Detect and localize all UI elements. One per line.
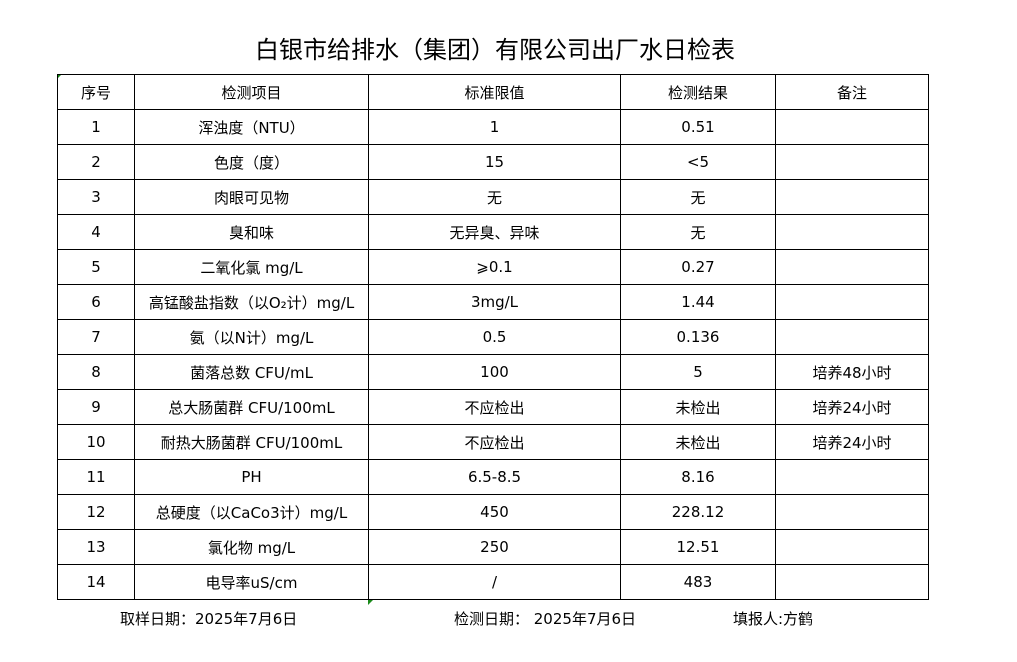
table-row: 9 总大肠菌群 CFU/100mL 不应检出 未检出 培养24小时 <box>57 389 929 425</box>
cell-note: 培养48小时 <box>775 354 929 390</box>
table-row: 3 肉眼可见物无无 <box>57 179 929 215</box>
reporter: 填报人:方鹤 <box>733 610 814 628</box>
cell-result: 无 <box>620 179 776 215</box>
cell-limit: 无 <box>368 179 621 215</box>
cell-result: 483 <box>620 564 776 600</box>
cell-note <box>775 319 929 355</box>
cell-item: 耐热大肠菌群 CFU/100mL <box>134 424 369 460</box>
table-row: 7 氨（以N计）mg/L 0.5 0.136 <box>57 319 929 355</box>
cell-no: 4 <box>57 214 135 250</box>
cell-item: 高锰酸盐指数（以O₂计）mg/L <box>134 284 369 320</box>
cell-result: 0.27 <box>620 249 776 285</box>
cell-no: 5 <box>57 249 135 285</box>
cell-no: 13 <box>57 529 135 565</box>
cell-limit: 3mg/L <box>368 284 621 320</box>
page-title: 白银市给排水（集团）有限公司出厂水日检表 <box>255 36 735 64</box>
header-no: 序号 <box>57 74 135 110</box>
cell-result: 未检出 <box>620 424 776 460</box>
cell-item: 色度（度） <box>134 144 369 180</box>
table-row: 14 电导率uS/cm/483 <box>57 564 929 600</box>
cell-limit: ⩾0.1 <box>368 249 621 285</box>
cell-item: 氯化物 mg/L <box>134 529 369 565</box>
sample-date: 取样日期：2025年7月6日 <box>120 610 298 628</box>
cell-result: 1.44 <box>620 284 776 320</box>
cell-limit: 6.5-8.5 <box>368 459 621 495</box>
cell-item: 氨（以N计）mg/L <box>134 319 369 355</box>
cell-no: 14 <box>57 564 135 600</box>
cell-note <box>775 109 929 145</box>
cell-note <box>775 179 929 215</box>
cell-limit: 0.5 <box>368 319 621 355</box>
cell-no: 9 <box>57 389 135 425</box>
cell-no: 3 <box>57 179 135 215</box>
table-row: 6 高锰酸盐指数（以O₂计）mg/L 3mg/L 1.44 <box>57 284 929 320</box>
cell-item: 浑浊度（NTU） <box>134 109 369 145</box>
cell-note: 培养24小时 <box>775 389 929 425</box>
table-row: 2 色度（度） 15 <5 <box>57 144 929 180</box>
cell-result: 0.136 <box>620 319 776 355</box>
cell-limit: / <box>368 564 621 600</box>
cell-no: 10 <box>57 424 135 460</box>
header-item: 检测项目 <box>134 74 369 110</box>
cell-marker <box>368 600 373 605</box>
cell-limit: 不应检出 <box>368 424 621 460</box>
cell-result: 228.12 <box>620 494 776 530</box>
cell-limit: 1 <box>368 109 621 145</box>
cell-item: 总硬度（以CaCo3计）mg/L <box>134 494 369 530</box>
cell-limit: 450 <box>368 494 621 530</box>
cell-note <box>775 284 929 320</box>
cell-limit: 无异臭、异味 <box>368 214 621 250</box>
cell-result: 8.16 <box>620 459 776 495</box>
table-row: 13 氯化物 mg/L 250 12.51 <box>57 529 929 565</box>
cell-result: 无 <box>620 214 776 250</box>
cell-limit: 15 <box>368 144 621 180</box>
cell-limit: 250 <box>368 529 621 565</box>
cell-note <box>775 144 929 180</box>
header-result: 检测结果 <box>620 74 776 110</box>
cell-item: PH <box>134 459 369 495</box>
table-row: 10 耐热大肠菌群 CFU/100mL 不应检出 未检出 培养24小时 <box>57 424 929 460</box>
cell-limit: 100 <box>368 354 621 390</box>
cell-note <box>775 564 929 600</box>
test-date: 检测日期： 2025年7月6日 <box>454 610 637 628</box>
table-header-row: 序号 检测项目 标准限值 检测结果 备注 <box>57 74 929 110</box>
cell-note <box>775 529 929 565</box>
cell-result: 未检出 <box>620 389 776 425</box>
cell-no: 8 <box>57 354 135 390</box>
cell-note <box>775 494 929 530</box>
table-row: 11 PH 6.5-8.5 8.16 <box>57 459 929 495</box>
table-row: 1 浑浊度（NTU） 1 0.51 <box>57 109 929 145</box>
table-row: 12 总硬度（以CaCo3计）mg/L 450 228.12 <box>57 494 929 530</box>
cell-limit: 不应检出 <box>368 389 621 425</box>
cell-item: 臭和味 <box>134 214 369 250</box>
cell-item: 总大肠菌群 CFU/100mL <box>134 389 369 425</box>
cell-item: 电导率uS/cm <box>134 564 369 600</box>
table-row: 5 二氧化氯 mg/L ⩾0.1 0.27 <box>57 249 929 285</box>
table-row: 8 菌落总数 CFU/mL 100 5 培养48小时 <box>57 354 929 390</box>
cell-no: 12 <box>57 494 135 530</box>
cell-item: 二氧化氯 mg/L <box>134 249 369 285</box>
table-row: 4 臭和味 无异臭、异味无 <box>57 214 929 250</box>
cell-note <box>775 459 929 495</box>
cell-result: 0.51 <box>620 109 776 145</box>
cell-result: <5 <box>620 144 776 180</box>
cell-note: 培养24小时 <box>775 424 929 460</box>
cell-no: 2 <box>57 144 135 180</box>
cell-item: 菌落总数 CFU/mL <box>134 354 369 390</box>
header-note: 备注 <box>775 74 929 110</box>
cell-no: 7 <box>57 319 135 355</box>
cell-result: 5 <box>620 354 776 390</box>
cell-note <box>775 249 929 285</box>
cell-no: 1 <box>57 109 135 145</box>
cell-item: 肉眼可见物 <box>134 179 369 215</box>
header-limit: 标准限值 <box>368 74 621 110</box>
cell-no: 6 <box>57 284 135 320</box>
cell-note <box>775 214 929 250</box>
cell-result: 12.51 <box>620 529 776 565</box>
cell-no: 11 <box>57 459 135 495</box>
inspection-table: 序号 检测项目 标准限值 检测结果 备注 1 浑浊度（NTU） 1 0.51 2 色度（度… <box>57 74 929 600</box>
